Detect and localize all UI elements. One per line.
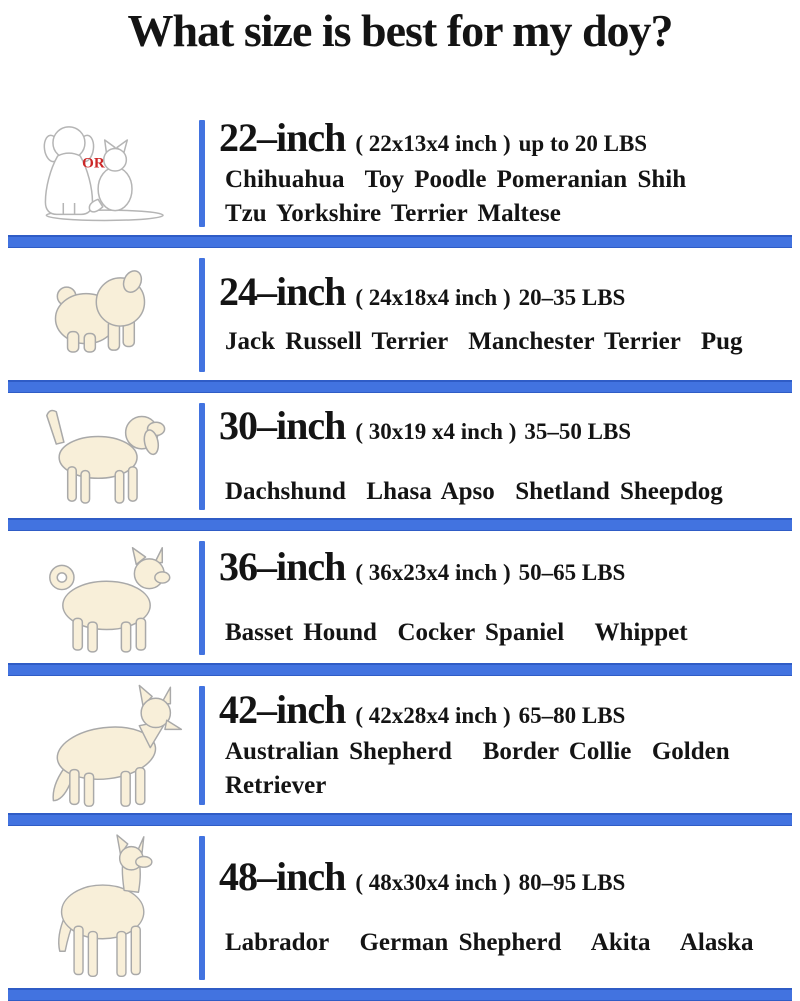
weight-range-label: 35–50 LBS [524,418,632,444]
vertical-divider [199,120,205,227]
german-shepherd-illustration [0,676,199,813]
breed-list: Labrador German Shepherd Akita Alaska [225,929,754,957]
dimensions-label: ( 36x23x4 inch ) [355,560,511,586]
weight-range-label: up to 20 LBS [518,131,648,156]
dimensions-label: ( 42x28x4 inch ) [355,702,511,728]
shih-tzu-icon [54,269,145,353]
weight-range-label: 65–80 LBS [518,702,626,728]
size-row-36-inch: 36–inch ( 36x23x4 inch ) 50–65 LBS Basse… [0,531,800,663]
breed-list: Basset Hound Cocker Spaniel Whippet [225,619,688,647]
size-label: 24–inch [219,269,346,315]
weight-range-label: 50–65 LBS [518,560,626,586]
shih-tzu-illustration [0,248,199,380]
vertical-divider [199,835,205,980]
shiba-icon [48,546,170,653]
dimensions-label: ( 22x13x4 inch ) [355,131,511,156]
divider-bar [8,379,792,393]
great-dane-illustration [0,826,199,988]
breed-list: Jack Russell Terrier Manchester Terrier … [225,328,743,356]
dimensions-label: ( 48x30x4 inch ) [355,870,511,896]
divider-bar [8,987,792,1001]
dimensions-label: ( 30x19 x4 inch ) [355,418,517,444]
size-label: 36–inch [219,544,346,590]
divider-bar [8,234,792,248]
weight-range-label: 20–35 LBS [518,285,626,311]
row-content: 24–inch ( 24x18x4 inch ) 20–35 LBS Jack … [205,248,800,380]
dog-or-cat-icon: OR [43,126,164,222]
row-heading: 42–inch ( 42x28x4 inch ) 65–80 LBS [219,686,792,733]
weight-range-label: 80–95 LBS [518,870,626,896]
german-shepherd-icon [51,684,182,807]
beagle-illustration [0,393,199,518]
breed-list: Dachshund Lhasa Apso Shetland Sheepdog [225,477,723,505]
row-content: 48–inch ( 48x30x4 inch ) 80–95 LBS Labra… [205,826,800,988]
row-heading: 36–inch ( 36x23x4 inch ) 50–65 LBS [219,543,792,590]
size-row-24-inch: 24–inch ( 24x18x4 inch ) 20–35 LBS Jack … [0,248,800,380]
divider-bar [8,662,792,676]
row-heading: 30–inch ( 30x19 x4 inch ) 35–50 LBS [219,402,792,449]
size-row-42-inch: 42–inch ( 42x28x4 inch ) 65–80 LBS Austr… [0,676,800,813]
breed-list: Chihuahua Toy Poodle Pomeranian Shih Tzu… [225,166,687,227]
size-row-48-inch: 48–inch ( 48x30x4 inch ) 80–95 LBS Labra… [0,826,800,988]
vertical-divider [199,685,205,805]
dimensions-label: ( 24x18x4 inch ) [355,285,511,311]
vertical-divider [199,257,205,372]
breed-list: Australian Shepherd Border Collie Golden… [225,737,730,799]
or-label: OR [82,156,105,172]
size-label: 48–inch [219,854,346,900]
beagle-icon [45,409,165,504]
vertical-divider [199,540,205,655]
great-dane-icon [57,833,153,977]
dog-or-cat-illustration: OR [0,110,199,235]
divider-bar [8,812,792,826]
vertical-divider [199,402,205,510]
size-row-22-inch: OR 22–inch ( 22x13x4 inch ) up to 20 LBS… [0,110,800,235]
size-label: 42–inch [219,686,346,732]
size-label: 22–inch [219,115,346,160]
size-row-30-inch: 30–inch ( 30x19 x4 inch ) 35–50 LBS Dach… [0,393,800,518]
row-heading: 48–inch ( 48x30x4 inch ) 80–95 LBS [219,853,792,900]
row-heading: 22–inch ( 22x13x4 inch ) up to 20 LBS [219,114,792,161]
row-content: 22–inch ( 22x13x4 inch ) up to 20 LBS Ch… [205,110,800,235]
row-content: 30–inch ( 30x19 x4 inch ) 35–50 LBS Dach… [205,393,800,518]
divider-bar [8,517,792,531]
shiba-illustration [0,531,199,663]
row-content: 42–inch ( 42x28x4 inch ) 65–80 LBS Austr… [205,676,800,813]
row-content: 36–inch ( 36x23x4 inch ) 50–65 LBS Basse… [205,531,800,663]
row-heading: 24–inch ( 24x18x4 inch ) 20–35 LBS [219,268,792,315]
page-title: What size is best for my doy? [127,5,673,56]
size-label: 30–inch [219,402,346,448]
